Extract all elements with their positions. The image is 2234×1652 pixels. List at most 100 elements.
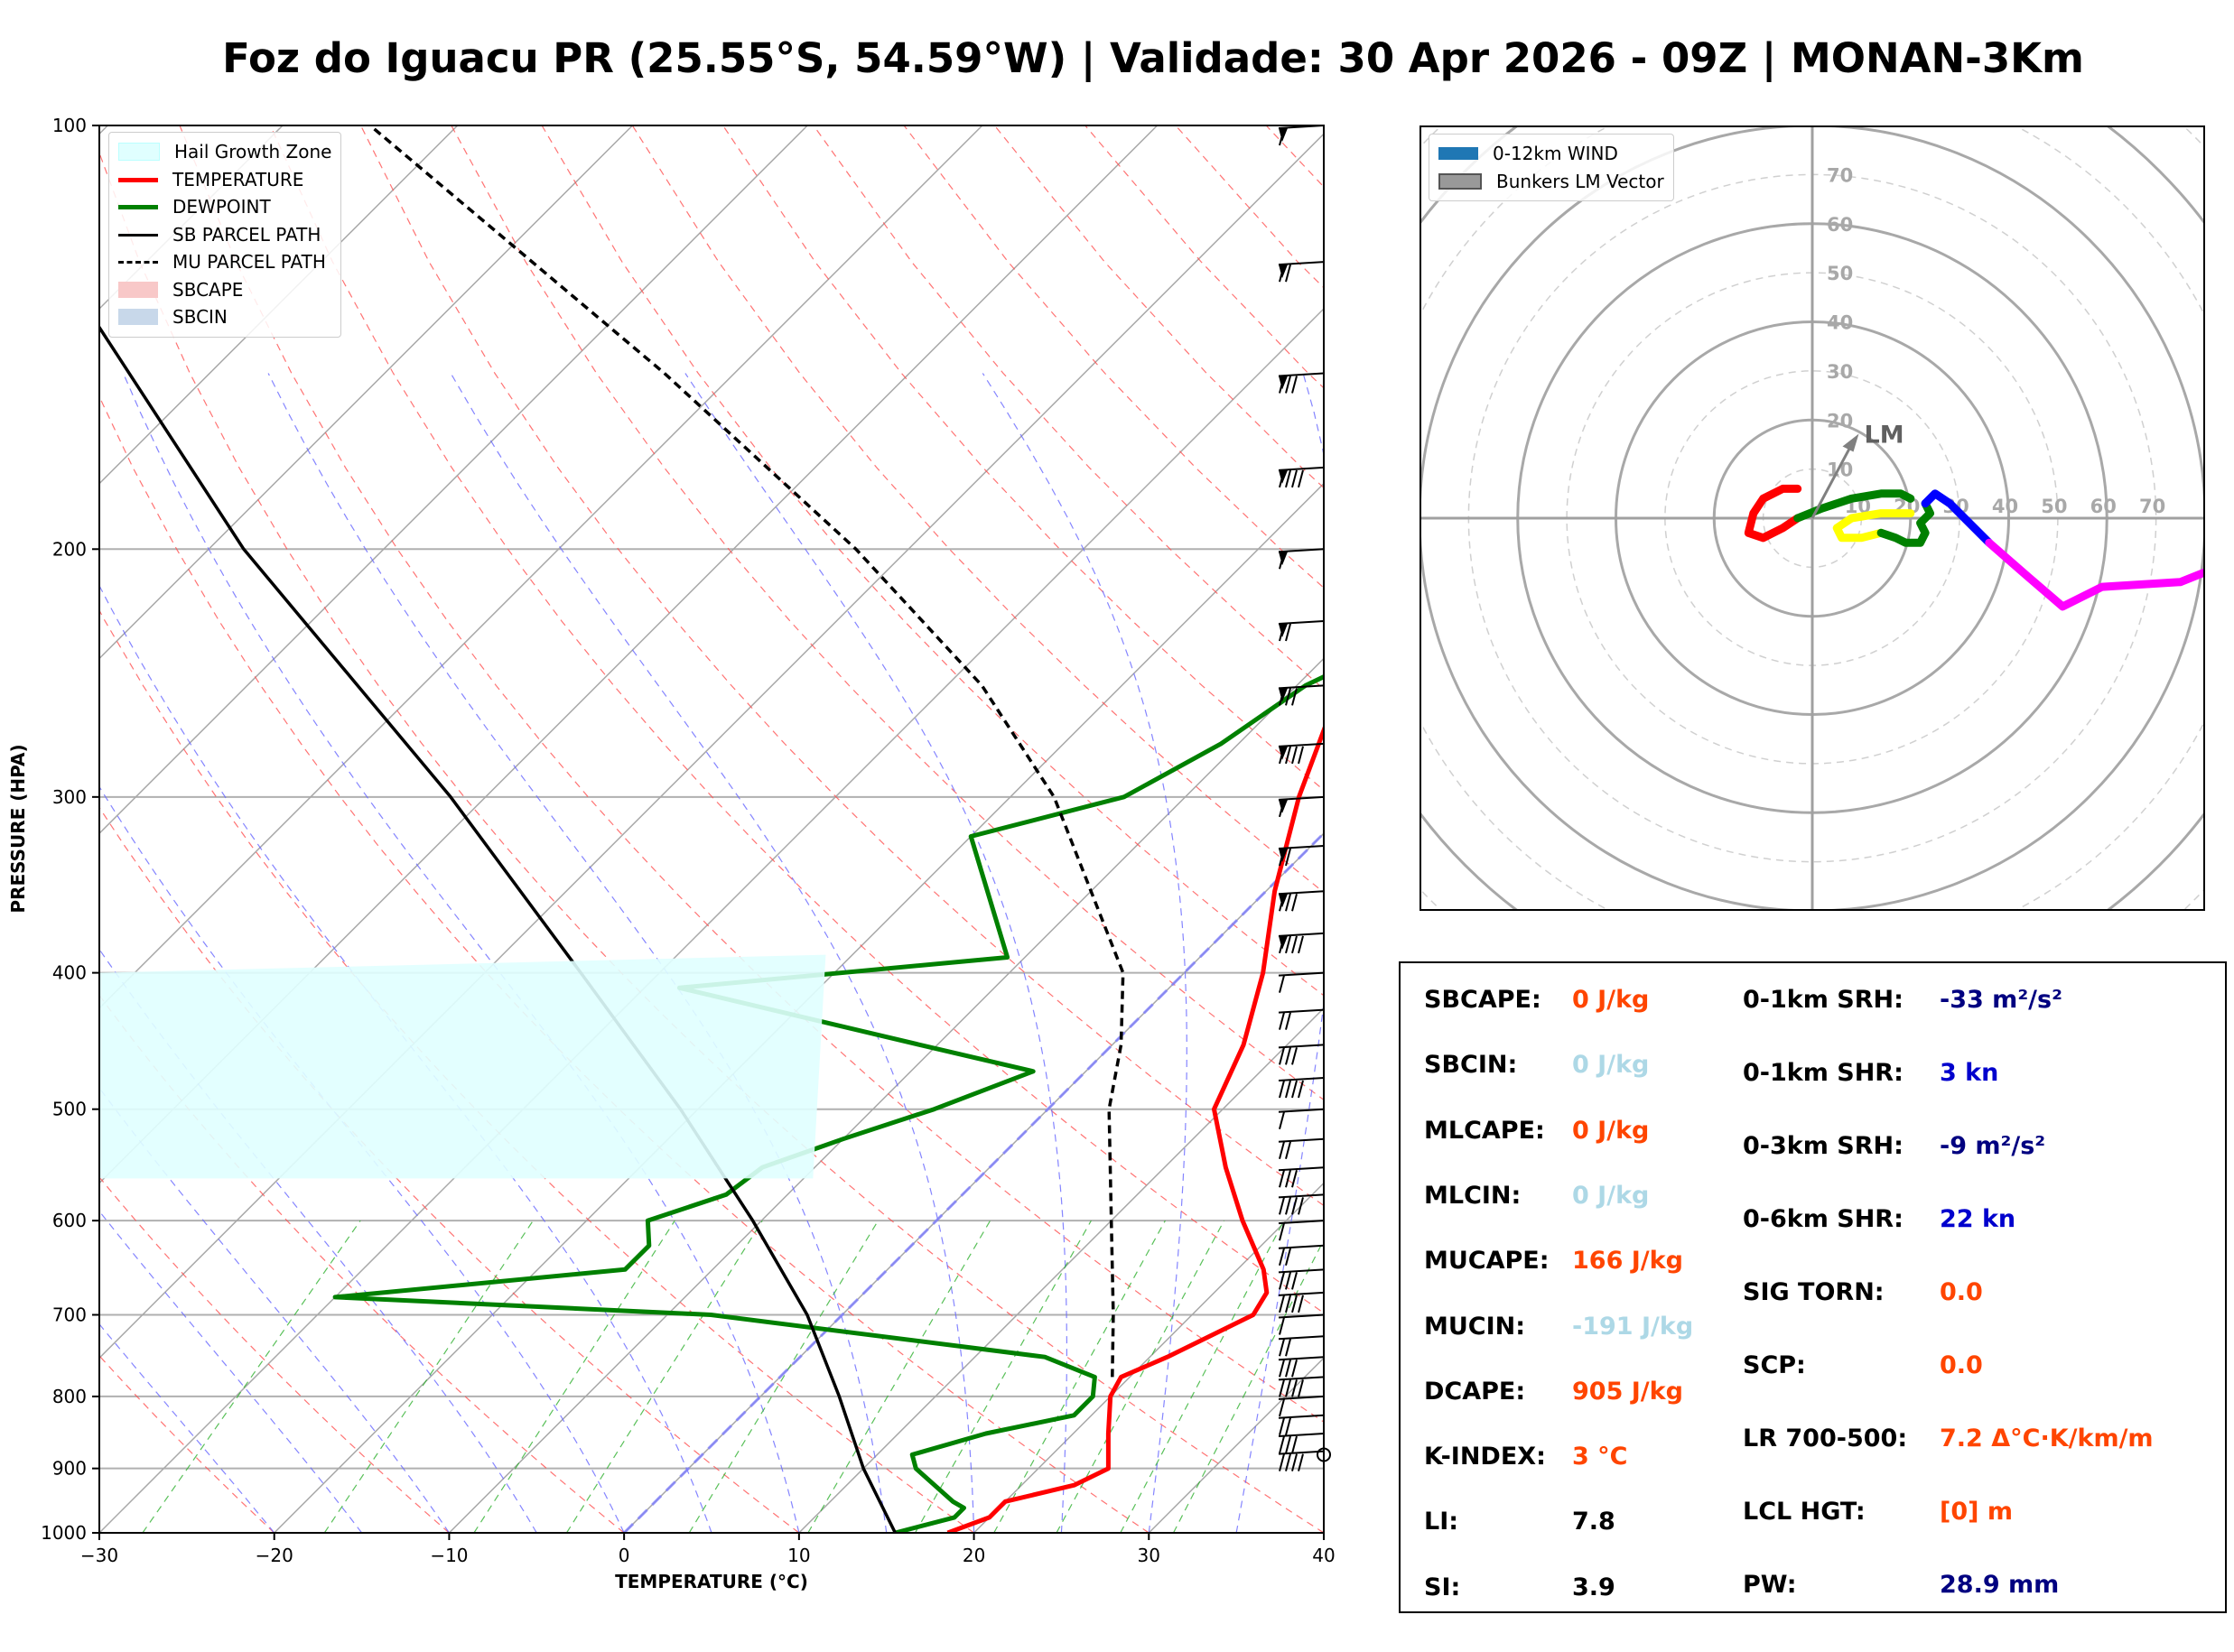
- hail-zone-swatch: [118, 143, 160, 162]
- wind-barb-feather: [1291, 1379, 1298, 1397]
- wind-barb-feather: [1291, 1080, 1298, 1099]
- isotherm-line: [1148, 1357, 1324, 1533]
- wind-barb-feather: [1291, 1197, 1298, 1215]
- stat-value: 3 °C: [1572, 1443, 1628, 1471]
- isotherm-line: [274, 482, 1324, 1533]
- sbcape-swatch: [118, 281, 158, 298]
- x-tick-label: −10: [430, 1545, 468, 1566]
- moist-adiabat: [99, 1323, 275, 1533]
- wind-barb-feather: [1291, 1272, 1298, 1290]
- wind-barb-feather: [1279, 799, 1285, 818]
- wind-barb-feather: [1291, 1295, 1298, 1313]
- moist-adiabat: [267, 373, 888, 1533]
- legend-item: SB PARCEL PATH: [118, 221, 331, 249]
- wind-barb-feather: [1291, 1435, 1298, 1454]
- wind-barb-feather: [1285, 1295, 1291, 1313]
- legend-item: DEWPOINT: [118, 193, 331, 221]
- legend-label: SB PARCEL PATH: [172, 223, 321, 246]
- x-tick-label: 10: [787, 1545, 810, 1566]
- mixing-ratio-line: [1120, 1220, 1285, 1533]
- dry-adiabat: [1357, 125, 1373, 1533]
- wind-barb-feather: [1285, 893, 1291, 912]
- dry-adiabat: [99, 1354, 275, 1533]
- moist-adiabat: [450, 373, 975, 1533]
- wind-barb-feather: [1291, 469, 1298, 488]
- wind-barb: [1278, 795, 1325, 801]
- stat-value: -9 m²/s²: [1940, 1132, 2046, 1160]
- y-tick-label: 200: [52, 538, 87, 560]
- sb-parcel-swatch: [118, 227, 158, 243]
- stat-label: MLCAPE:: [1424, 1116, 1545, 1145]
- stat-label: 0-1km SHR:: [1743, 1059, 1904, 1087]
- wind-barb: [1278, 890, 1325, 896]
- stat-label: 0-6km SHR:: [1743, 1205, 1904, 1233]
- stat-value: 0 J/kg: [1572, 1051, 1650, 1080]
- dewpoint-line: [332, 673, 1324, 1533]
- isotherm-line: [99, 125, 459, 485]
- stat-label: SCP:: [1743, 1351, 1806, 1379]
- mixing-ratio-line: [1172, 1239, 1324, 1533]
- wind-barb: [1278, 261, 1325, 266]
- mixing-ratio-line: [688, 1220, 880, 1533]
- isotherm-line: [99, 125, 808, 835]
- wind-barb: [1278, 372, 1325, 377]
- stat-label: PW:: [1743, 1571, 1797, 1599]
- hodograph-ring-label: 70: [1827, 164, 1853, 186]
- wind-barb: [1278, 1137, 1325, 1143]
- moist-adiabat: [99, 785, 625, 1533]
- mu-parcel-swatch: [118, 254, 158, 270]
- isotherm-line: [448, 657, 1324, 1533]
- stats-panel: SBCAPE: 0 J/kg SBCIN: 0 J/kg MLCAPE: 0 J/kg ML…: [1399, 961, 2227, 1613]
- wind-barb-feather: [1279, 935, 1285, 954]
- wind-barb: [1278, 125, 1325, 129]
- wind-barb-feather: [1291, 746, 1298, 765]
- isotherm-line: [798, 1007, 1324, 1533]
- legend-label: TEMPERATURE: [172, 168, 304, 190]
- dry-adiabat: [359, 125, 1324, 1207]
- stat-value: 7.8: [1572, 1508, 1615, 1536]
- stat-value: [0] m: [1940, 1498, 2013, 1526]
- wind-barb-feather: [1285, 1047, 1291, 1065]
- wind-barb-feather: [1291, 935, 1298, 954]
- wind-barb-feather: [1279, 1435, 1285, 1454]
- hodograph-ring-label: 40: [1992, 496, 2018, 517]
- wind-barb: [1278, 1450, 1325, 1455]
- y-tick-label: 900: [52, 1458, 87, 1480]
- wind-barb: [1278, 1414, 1325, 1419]
- stat-value: -33 m²/s²: [1940, 986, 2062, 1014]
- wind-barb: [1278, 548, 1325, 553]
- stat-value: 166 J/kg: [1572, 1247, 1683, 1276]
- hodograph-ring-label: 30: [1827, 361, 1853, 383]
- wind-barb-feather: [1279, 688, 1285, 706]
- wind-barb-feather: [1279, 1317, 1285, 1335]
- wind-barb-feather: [1298, 1080, 1304, 1099]
- wind-barb-feather: [1285, 623, 1291, 642]
- skewt-xlabel: TEMPERATURE (°C): [615, 1571, 808, 1592]
- x-tick-label: −20: [256, 1545, 293, 1566]
- bunkers-lm-vector: [1810, 443, 1853, 519]
- moist-adiabat: [1235, 373, 1324, 1533]
- bunkers-swatch: [1438, 172, 1482, 190]
- stat-value: 0 J/kg: [1572, 1181, 1650, 1210]
- wind-barb-feather: [1298, 746, 1304, 765]
- skewt-ylabel: PRESSURE (HPA): [7, 744, 29, 914]
- stat-value: 7.2 Δ°C·K/km/m: [1940, 1425, 2154, 1452]
- stat-label: K-INDEX:: [1424, 1443, 1546, 1471]
- wind-barb-feather: [1279, 975, 1285, 993]
- wind-barb: [1278, 1220, 1325, 1225]
- legend-label: SBCAPE: [172, 278, 244, 301]
- dry-adiabat: [541, 125, 1324, 997]
- bunkers-lm-arrowhead: [1842, 433, 1859, 452]
- bunkers-lm-label: LM: [1865, 421, 1904, 449]
- moist-adiabat: [99, 1087, 450, 1533]
- wind-barb-feather: [1285, 1169, 1291, 1188]
- isotherm-line: [99, 125, 1159, 1184]
- wind-barb-feather: [1279, 264, 1285, 283]
- wind-barb: [1278, 1291, 1325, 1296]
- wind-barb-feather: [1298, 1197, 1304, 1215]
- wind-barb-feather: [1279, 552, 1285, 570]
- hodograph-segment: [1876, 499, 1934, 547]
- skewt-chart: −30 −20 −10 0 10 20 30 40 100 200 300 400 500 600 700 8…: [41, 115, 1373, 1566]
- wind-barb-feather: [1285, 1379, 1291, 1397]
- wind-barb-feather: [1291, 1359, 1298, 1378]
